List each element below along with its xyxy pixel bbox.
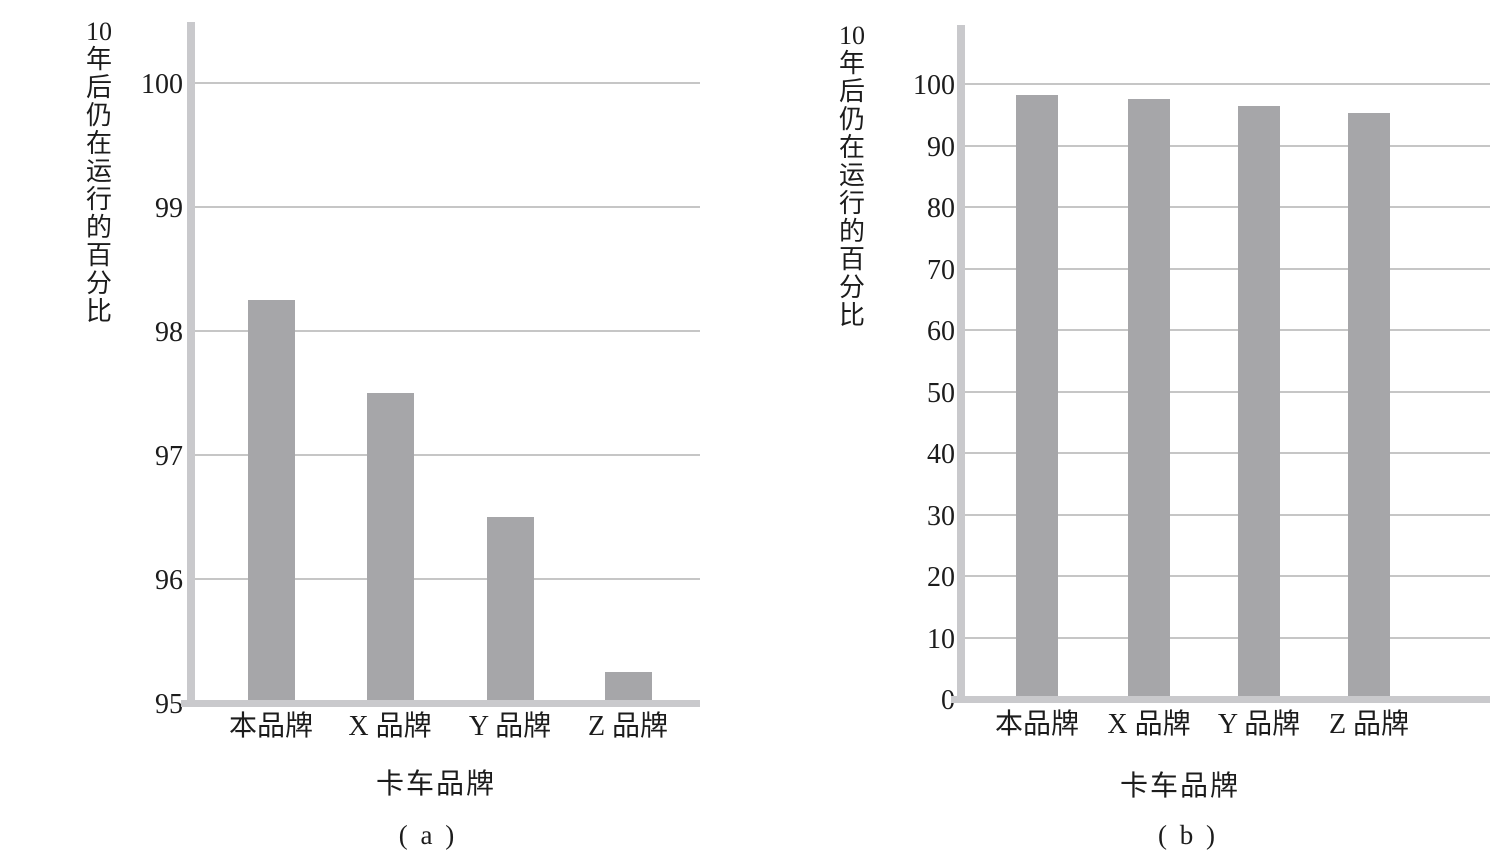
y-tick-label-b: 70 [927,254,955,286]
category-label-b: Y 品牌 [1217,709,1301,740]
y-tick-label-a: 97 [155,441,183,472]
panel-caption-a: ( a ) [398,820,458,850]
bar-b-本品牌 [1016,94,1058,696]
gridline-a [195,330,700,332]
y-tick-label-b: 80 [927,193,955,224]
y-axis-title-char: 年 [838,49,865,78]
gridline-b [965,83,1490,85]
y-axis-title-char: 百 [85,241,112,270]
x-axis-line-b [951,696,1490,703]
gridline-a [195,454,700,456]
category-label-a: Y 品牌 [468,711,552,742]
y-tick-label-b: 50 [927,377,955,409]
y-axis-title-char: 10 [839,21,865,50]
y-axis-title-a: 10 年后仍在运行的百分比 [76,18,122,326]
y-tick-label-b: 30 [927,500,955,532]
y-axis-line-a [187,22,195,707]
category-label-b: 本品牌 [994,709,1080,740]
y-axis-title-char: 的 [838,217,865,246]
y-axis-title-char: 分 [838,273,865,302]
y-axis-title-char: 仍 [838,105,865,134]
y-axis-title-char: 分 [85,269,112,298]
category-label-b: Z 品牌 [1328,709,1410,740]
y-axis-title-char: 在 [85,129,112,158]
y-axis-line-b [957,25,965,703]
gridline-a [195,206,700,208]
panel-caption-b: ( b ) [1158,820,1218,850]
gridline-a [195,578,700,580]
gridline-b [965,144,1490,147]
y-axis-title-char: 行 [85,185,112,214]
y-axis-title-char: 的 [85,213,112,242]
y-axis-title-char: 比 [85,297,112,326]
bar-b-X 品牌 [1128,99,1170,696]
category-label-b: X 品牌 [1107,709,1191,740]
y-tick-label-b: 90 [927,131,955,163]
y-axis-title-char: 年 [85,45,112,74]
bar-a-Y 品牌 [486,517,534,700]
bar-a-本品牌 [247,300,295,700]
category-label-a: X 品牌 [348,711,432,742]
y-tick-label-b: 40 [927,439,955,470]
x-axis-title-b: 卡车品牌 [1119,771,1241,802]
y-axis-title-char: 运 [85,157,112,186]
y-tick-label-a: 95 [155,689,183,720]
y-axis-title-char: 后 [85,73,112,102]
y-axis-title-char: 10 [86,17,112,46]
y-axis-title-char: 百 [838,245,865,274]
gridline-b [965,452,1490,454]
y-tick-label-a: 98 [155,317,183,348]
y-axis-title-char: 比 [838,301,865,330]
bar-b-Y 品牌 [1238,105,1280,696]
category-label-a: 本品牌 [228,711,314,742]
gridline-b [965,513,1490,516]
x-axis-line-a [181,700,700,707]
gridline-b [965,267,1490,270]
bar-b-Z 品牌 [1348,113,1390,696]
y-tick-label-b: 100 [913,70,955,101]
y-axis-title-char: 仍 [85,101,112,130]
y-tick-label-a: 96 [155,565,183,596]
gridline-b [965,329,1490,331]
gridline-b [965,390,1490,393]
y-axis-title-char: 后 [838,77,865,106]
y-tick-label-b: 20 [927,562,955,593]
y-axis-title-char: 行 [838,189,865,218]
y-axis-title-b: 10 年后仍在运行的百分比 [829,22,875,330]
y-axis-title-char: 运 [838,161,865,190]
y-tick-label-a: 100 [141,69,183,100]
y-axis-title-char: 在 [838,133,865,162]
y-tick-label-b: 0 [941,685,955,716]
bar-a-Z 品牌 [604,672,652,700]
category-label-a: Z 品牌 [587,711,669,742]
gridline-a [195,82,700,84]
gridline-b [965,636,1490,639]
y-tick-label-b: 60 [927,316,955,347]
bar-a-X 品牌 [366,393,414,700]
x-axis-title-a: 卡车品牌 [375,769,497,800]
y-tick-label-b: 10 [927,623,955,655]
gridline-b [965,575,1490,577]
gridline-b [965,206,1490,208]
y-tick-label-a: 99 [155,193,183,224]
